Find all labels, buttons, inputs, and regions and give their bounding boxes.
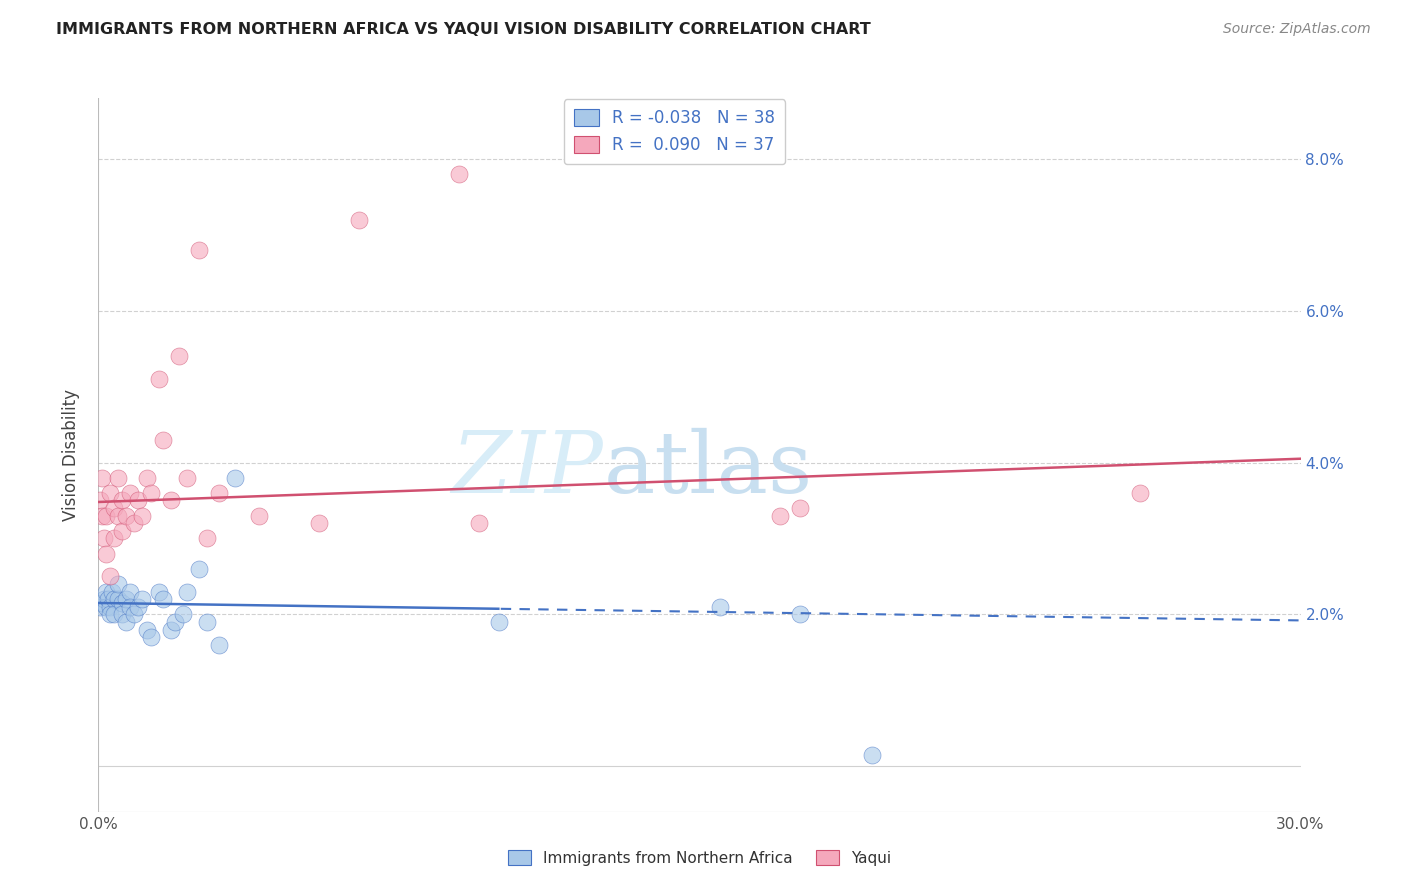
Point [100,486,122,500]
Point [789,607,811,622]
Point [111,596,134,610]
Point [103,592,125,607]
Point [107,471,129,485]
Point [101,584,124,599]
Point [103,501,125,516]
Point [93,592,115,607]
Point [107,577,129,591]
Point [131,592,153,607]
Point [789,501,811,516]
Point [111,493,134,508]
Point [1129,486,1152,500]
Point [107,592,129,607]
Point [172,607,194,622]
Point [163,615,186,629]
Point [91,596,114,610]
Point [115,615,138,629]
Point [176,584,198,599]
Point [96,599,118,614]
Point [468,516,491,531]
Point [100,569,122,583]
Point [96,547,118,561]
Point [120,599,142,614]
Point [135,471,157,485]
Point [159,623,181,637]
Point [115,592,138,607]
Point [89,493,111,508]
Point [124,516,146,531]
Point [208,486,231,500]
Point [247,508,270,523]
Point [208,638,231,652]
Point [488,615,510,629]
Point [91,508,114,523]
Point [187,243,209,257]
Point [167,349,190,363]
Point [115,508,138,523]
Point [176,471,198,485]
Text: ZIP: ZIP [451,428,603,510]
Point [224,471,246,485]
Point [709,599,731,614]
Point [111,607,134,622]
Point [159,493,181,508]
Point [91,471,114,485]
Point [308,516,330,531]
Legend: Immigrants from Northern Africa, Yaqui: Immigrants from Northern Africa, Yaqui [502,844,897,871]
Point [103,607,125,622]
Point [131,508,153,523]
Point [135,623,157,637]
Point [769,508,792,523]
Point [152,592,174,607]
Point [139,630,162,644]
Point [97,592,120,607]
Point [111,524,134,538]
Point [120,584,142,599]
Point [93,532,115,546]
Point [139,486,162,500]
Point [195,532,218,546]
Point [447,167,470,181]
Point [128,493,150,508]
Point [148,372,170,386]
Point [124,607,146,622]
Point [195,615,218,629]
Point [120,486,142,500]
Point [860,747,883,762]
Point [148,584,170,599]
Y-axis label: Vision Disability: Vision Disability [62,389,80,521]
Point [152,433,174,447]
Point [96,508,118,523]
Text: IMMIGRANTS FROM NORTHERN AFRICA VS YAQUI VISION DISABILITY CORRELATION CHART: IMMIGRANTS FROM NORTHERN AFRICA VS YAQUI… [56,22,870,37]
Point [100,607,122,622]
Text: Source: ZipAtlas.com: Source: ZipAtlas.com [1223,22,1371,37]
Point [128,599,150,614]
Point [103,532,125,546]
Point [107,508,129,523]
Point [347,212,370,227]
Point [89,599,111,614]
Text: atlas: atlas [603,427,813,511]
Point [100,599,122,614]
Point [187,562,209,576]
Point [96,584,118,599]
